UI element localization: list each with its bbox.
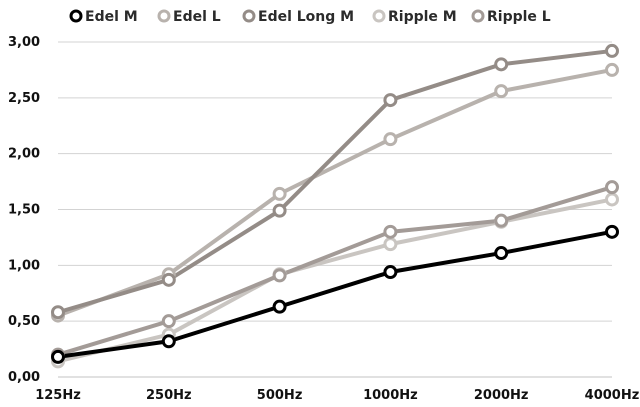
- y-tick-label-0-50: 0,50: [8, 314, 40, 329]
- legend-marker-edel-long-m: [242, 9, 256, 23]
- y-tick-label-0-00: 0,00: [8, 370, 40, 385]
- legend-item-edel-l: Edel L: [157, 9, 221, 25]
- y-tick-label-3-00: 3,00: [8, 35, 40, 50]
- x-tick-label-125hz: 125Hz: [35, 388, 81, 403]
- data-point-ripple-m-4000hz: [605, 192, 619, 207]
- legend-label-ripple-m: Ripple M: [388, 9, 457, 25]
- x-tick-label-2000hz: 2000Hz: [474, 388, 529, 403]
- series-lines: [56, 48, 614, 364]
- data-point-edel-m-2000hz: [494, 246, 509, 261]
- data-point-ripple-l-250hz: [161, 314, 176, 329]
- data-point-edel-m-500hz: [272, 299, 287, 314]
- legend-label-edel-l: Edel L: [173, 9, 221, 25]
- data-point-ripple-l-4000hz: [605, 180, 619, 195]
- legend-item-edel-m: Edel M: [69, 9, 138, 25]
- x-tick-labels: 125Hz 250Hz 500Hz 1000Hz 2000Hz 4000Hz: [35, 388, 639, 403]
- legend: Edel M Edel L Edel Long M Ripple M Ripple L: [69, 9, 551, 25]
- data-point-edel-l-4000hz: [605, 62, 619, 77]
- data-point-ripple-l-1000hz: [383, 224, 398, 239]
- data-point-edel-long-m-2000hz: [494, 57, 509, 72]
- legend-label-edel-long-m: Edel Long M: [258, 9, 354, 25]
- legend-item-edel-long-m: Edel Long M: [242, 9, 354, 25]
- data-point-edel-l-500hz: [272, 186, 287, 201]
- series-points: [51, 43, 619, 369]
- y-tick-label-2-50: 2,50: [8, 91, 40, 106]
- data-point-edel-m-4000hz: [605, 224, 619, 239]
- legend-label-ripple-l: Ripple L: [487, 9, 551, 25]
- series-line-edel-l: [56, 67, 614, 318]
- x-tick-label-4000hz: 4000Hz: [585, 388, 640, 403]
- data-point-edel-l-2000hz: [494, 84, 509, 99]
- legend-marker-edel-l: [157, 9, 171, 23]
- data-point-ripple-m-1000hz: [383, 237, 398, 252]
- legend-marker-ripple-m: [372, 9, 386, 23]
- data-point-edel-long-m-250hz: [161, 272, 176, 287]
- series-line-ripple-m: [56, 197, 614, 364]
- y-tick-label-1-50: 1,50: [8, 203, 40, 218]
- x-tick-label-1000hz: 1000Hz: [363, 388, 418, 403]
- series-line-ripple-l: [56, 185, 614, 357]
- data-point-edel-long-m-500hz: [272, 203, 287, 218]
- data-point-ripple-l-500hz: [272, 268, 287, 283]
- legend-label-edel-m: Edel M: [85, 9, 138, 25]
- y-tick-label-1-00: 1,00: [8, 258, 40, 273]
- data-point-ripple-l-2000hz: [494, 213, 509, 228]
- legend-item-ripple-m: Ripple M: [372, 9, 457, 25]
- data-point-edel-m-1000hz: [383, 265, 398, 280]
- x-tick-label-500hz: 500Hz: [257, 388, 303, 403]
- data-point-edel-m-250hz: [161, 334, 176, 349]
- data-point-edel-l-1000hz: [383, 132, 398, 147]
- legend-marker-edel-m: [69, 9, 83, 23]
- series-line-edel-long-m: [56, 48, 614, 315]
- legend-item-ripple-l: Ripple L: [471, 9, 551, 25]
- legend-marker-ripple-l: [471, 9, 485, 23]
- data-point-edel-long-m-4000hz: [605, 43, 619, 58]
- data-point-edel-long-m-125hz: [51, 305, 65, 320]
- x-tick-label-250hz: 250Hz: [146, 388, 192, 403]
- y-tick-label-2-00: 2,00: [8, 147, 40, 162]
- data-point-edel-long-m-1000hz: [383, 93, 398, 108]
- y-tick-labels: 0,00 0,50 1,00 1,50 2,00 2,50 3,00: [8, 35, 40, 385]
- grid-lines: [58, 41, 612, 322]
- series-line-edel-m: [56, 229, 614, 359]
- data-point-edel-m-125hz: [51, 349, 65, 364]
